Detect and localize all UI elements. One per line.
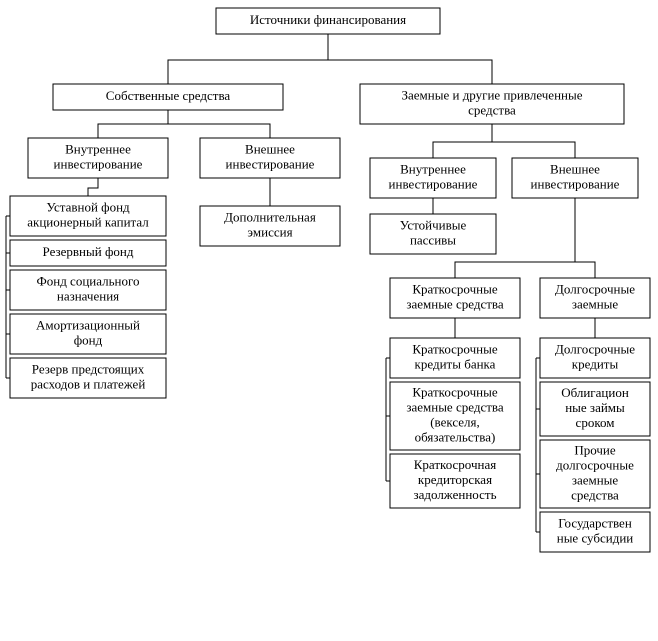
node-soc: Фонд социальногоназначения — [10, 270, 166, 310]
node-label: Краткосрочная — [414, 457, 496, 472]
node-label: фонд — [74, 332, 103, 347]
edge-borr-borr_ext — [492, 124, 575, 158]
node-label: пассивы — [410, 232, 456, 247]
edge-borr-borr_int — [433, 124, 492, 158]
node-label: инвестирование — [531, 176, 620, 191]
edge-root-borr — [328, 34, 492, 84]
node-label: Краткосрочные — [412, 384, 497, 399]
node-lkred: Долгосрочныекредиты — [540, 338, 650, 378]
node-label: Внутреннее — [65, 141, 131, 156]
node-short: Краткосрочныезаемные средства — [390, 278, 520, 318]
node-label: заемные — [572, 472, 619, 487]
node-resp: Резерв предстоящихрасходов и платежей — [10, 358, 166, 398]
node-label: заемные — [572, 296, 619, 311]
node-label: заемные средства — [406, 399, 504, 414]
node-label: Внутреннее — [400, 161, 466, 176]
node-borr_int: Внутреннееинвестирование — [370, 158, 496, 198]
node-label: инвестирование — [54, 156, 143, 171]
node-label: Долгосрочные — [555, 341, 635, 356]
node-label: Резервный фонд — [43, 244, 134, 259]
node-lgos: Государственные субсидии — [540, 512, 650, 552]
edge-own-own_ext — [168, 110, 270, 138]
node-emis: Дополнительнаяэмиссия — [200, 206, 340, 246]
node-label: обязательства) — [415, 429, 496, 444]
node-label: Амортизационный — [36, 317, 140, 332]
node-label: Облигацион — [561, 385, 629, 400]
node-label: заемные средства — [406, 296, 504, 311]
node-label: долгосрочные — [556, 457, 634, 472]
node-label: Долгосрочные — [555, 281, 635, 296]
org-chart: Источники финансирования Собственные сред… — [0, 0, 658, 641]
node-label: ные субсидии — [557, 530, 634, 545]
node-label: (векселя, — [430, 414, 480, 429]
node-label: Прочие — [574, 442, 616, 457]
node-rez: Резервный фонд — [10, 240, 166, 266]
node-label: кредиты — [572, 356, 619, 371]
node-lobl: Облигационные займысроком — [540, 382, 650, 436]
node-own: Собственные средства — [53, 84, 283, 110]
node-root: Источники финансирования — [216, 8, 440, 34]
node-label: инвестирование — [226, 156, 315, 171]
node-label: Краткосрочные — [412, 341, 497, 356]
node-label: Заемные и другие привлеченные — [402, 87, 583, 102]
node-own_ext: Внешнееинвестирование — [200, 138, 340, 178]
node-sveks: Краткосрочныезаемные средства(векселя,об… — [390, 382, 520, 450]
node-label: Источники финансирования — [250, 12, 406, 27]
node-ust: Уставной фондакционерный капитал — [10, 196, 166, 236]
node-label: Резерв предстоящих — [32, 361, 145, 376]
node-borr_ext: Внешнееинвестирование — [512, 158, 638, 198]
edge-own_int-ust — [88, 178, 98, 196]
node-label: назначения — [57, 288, 119, 303]
node-label: Собственные средства — [106, 88, 231, 103]
node-label: расходов и платежей — [31, 376, 146, 391]
node-szad: Краткосрочнаякредиторскаязадолженность — [390, 454, 520, 508]
node-label: Уставной фонд — [46, 199, 130, 214]
node-label: средства — [571, 487, 619, 502]
node-label: Фонд социального — [36, 273, 139, 288]
node-label: кредиты банка — [415, 356, 496, 371]
node-label: Краткосрочные — [412, 281, 497, 296]
node-label: ные займы — [565, 400, 625, 415]
node-label: задолженность — [413, 487, 496, 502]
node-label: Внешнее — [550, 161, 600, 176]
node-label: Государствен — [558, 515, 632, 530]
node-own_int: Внутреннееинвестирование — [28, 138, 168, 178]
node-label: кредиторская — [418, 472, 492, 487]
node-label: Дополнительная — [224, 209, 316, 224]
edge-own-own_int — [98, 110, 168, 138]
node-label: инвестирование — [389, 176, 478, 191]
node-label: акционерный капитал — [27, 214, 149, 229]
node-sbank: Краткосрочныекредиты банка — [390, 338, 520, 378]
node-label: средства — [468, 102, 516, 117]
node-amor: Амортизационныйфонд — [10, 314, 166, 354]
node-label: Устойчивые — [400, 217, 467, 232]
edge-root-own — [168, 34, 328, 84]
node-borr: Заемные и другие привлеченныесредства — [360, 84, 624, 124]
node-upas: Устойчивыепассивы — [370, 214, 496, 254]
node-label: сроком — [576, 415, 615, 430]
node-label: Внешнее — [245, 141, 295, 156]
node-lproc: Прочиедолгосрочныезаемныесредства — [540, 440, 650, 508]
node-long: Долгосрочныезаемные — [540, 278, 650, 318]
edge-borr_ext-long — [575, 198, 595, 278]
node-label: эмиссия — [247, 224, 292, 239]
